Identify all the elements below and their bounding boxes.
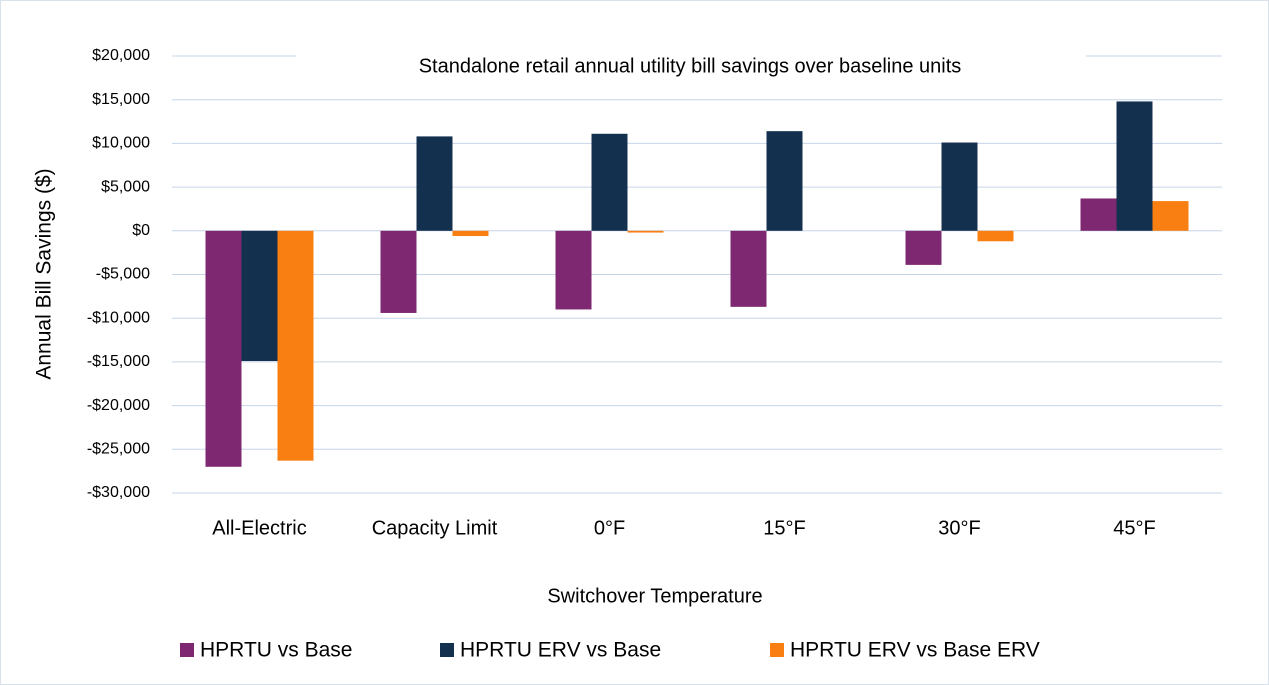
bar [1080,198,1117,231]
bar [591,133,628,231]
y-tick-label: -$15,000 [87,353,150,370]
bar [1152,201,1189,231]
bar [977,230,1014,242]
y-tick-label: -$25,000 [87,441,150,458]
y-tick-label: -$5,000 [96,266,150,283]
legend-swatch [440,643,454,657]
bar [555,230,592,310]
bars [205,101,1189,467]
bar [905,230,942,265]
x-tick-label: 45°F [1113,517,1155,539]
y-tick-label: $5,000 [101,178,150,195]
y-tick-label: -$30,000 [87,484,150,501]
bar [380,230,417,313]
y-tick-label: $15,000 [92,91,150,108]
y-tick-label: $0 [132,222,150,239]
x-axis-title: Switchover Temperature [547,585,762,607]
x-tick-label: 30°F [938,517,980,539]
y-tick-label: -$20,000 [87,397,150,414]
bar [452,230,489,237]
chart-title: Standalone retail annual utility bill sa… [419,55,962,77]
legend-label: HPRTU vs Base [200,639,353,662]
bar [1116,101,1153,231]
legend-swatch [770,643,784,657]
bar [941,142,978,231]
y-tick-label: -$10,000 [87,309,150,326]
bar [277,230,314,461]
bar [205,230,242,467]
y-tick-label: $10,000 [92,135,150,152]
bar [241,230,278,362]
legend-label: HPRTU ERV vs Base ERV [790,639,1040,662]
x-tick-label: Capacity Limit [372,517,498,539]
legend-label: HPRTU ERV vs Base [460,639,661,662]
legend-swatch [180,643,194,657]
bar [730,230,767,307]
x-tick-label: 0°F [594,517,625,539]
bar [627,230,664,233]
y-tick-label: $20,000 [92,47,150,64]
title-background [296,46,1086,86]
y-axis-title: Annual Bill Savings ($) [33,168,56,379]
x-tick-label: All-Electric [212,517,306,539]
x-tick-label: 15°F [763,517,805,539]
bar [416,136,453,231]
bar [766,131,803,231]
